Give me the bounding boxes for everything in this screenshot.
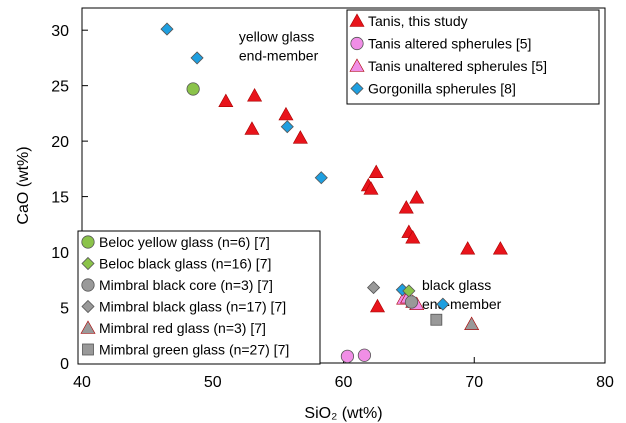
y-tick-label: 5 xyxy=(60,301,69,318)
data-point xyxy=(292,130,308,144)
data-point xyxy=(369,298,386,313)
legend-entry: Tanis, this study xyxy=(368,13,468,29)
legend-entry: Beloc yellow glass (n=6) [7] xyxy=(99,234,270,250)
data-point xyxy=(278,106,294,121)
annotation-text: yellow glass xyxy=(239,28,314,44)
data-point xyxy=(363,181,379,195)
y-tick-label: 20 xyxy=(51,134,69,151)
legend-marker xyxy=(81,235,95,249)
x-tick-label: 70 xyxy=(465,374,483,391)
y-tick-label: 0 xyxy=(60,356,69,373)
data-point xyxy=(340,349,355,363)
x-tick-label: 80 xyxy=(596,374,614,391)
legend-marker xyxy=(350,81,364,96)
legend-marker xyxy=(349,58,365,72)
data-point xyxy=(430,313,443,326)
data-point xyxy=(405,230,421,244)
legend-entry: Mimbral red glass (n=3) [7] xyxy=(99,320,266,336)
y-axis-label: CaO (wt%) xyxy=(15,146,32,224)
legend-marker xyxy=(349,13,365,27)
y-tick-label: 10 xyxy=(51,245,69,262)
x-tick-label: 50 xyxy=(204,374,222,391)
y-tick-label: 30 xyxy=(51,23,69,40)
data-point xyxy=(160,22,174,36)
data-point xyxy=(368,164,384,178)
annotation-text: black glass xyxy=(422,277,491,293)
data-point xyxy=(367,280,381,295)
x-axis-label: SiO₂ (wt%) xyxy=(304,405,382,422)
x-tick-label: 60 xyxy=(335,374,353,391)
data-point xyxy=(280,120,294,134)
data-point xyxy=(409,190,425,204)
data-point xyxy=(460,241,476,255)
legend-entry: Tanis unaltered spherules [5] xyxy=(368,58,547,74)
legend-marker xyxy=(81,299,95,314)
legend-marker xyxy=(80,320,96,334)
annotation-text: end-member xyxy=(239,47,319,63)
data-point xyxy=(186,82,200,96)
data-point xyxy=(398,200,414,214)
legend-marker xyxy=(81,256,95,271)
legend-entry: Mimbral black glass (n=17) [7] xyxy=(99,299,286,315)
data-point xyxy=(314,171,328,185)
legend-box xyxy=(346,9,600,105)
data-point xyxy=(218,93,234,107)
data-point xyxy=(244,121,260,135)
legend-entry: Tanis altered spherules [5] xyxy=(368,36,531,52)
x-tick-label: 40 xyxy=(73,374,91,391)
data-point xyxy=(464,316,480,330)
legend-entry: Gorgonilla spherules [8] xyxy=(368,81,516,97)
legend-box xyxy=(77,230,321,365)
legend-marker xyxy=(350,36,364,51)
data-point xyxy=(357,348,372,362)
data-point xyxy=(404,295,419,309)
data-point xyxy=(190,51,204,65)
legend-marker xyxy=(81,278,95,292)
legend-entry: Mimbral green glass (n=27) [7] xyxy=(99,342,289,358)
annotation-text: end-member xyxy=(422,296,502,312)
legend-marker xyxy=(82,343,94,356)
data-point xyxy=(492,241,508,255)
y-tick-label: 15 xyxy=(51,190,69,207)
legend-entry: Mimbral black core (n=3) [7] xyxy=(99,277,273,293)
data-point xyxy=(247,88,263,102)
y-tick-label: 25 xyxy=(51,79,69,96)
legend-entry: Beloc black glass (n=16) [7] xyxy=(99,256,271,272)
data-point xyxy=(436,297,450,311)
